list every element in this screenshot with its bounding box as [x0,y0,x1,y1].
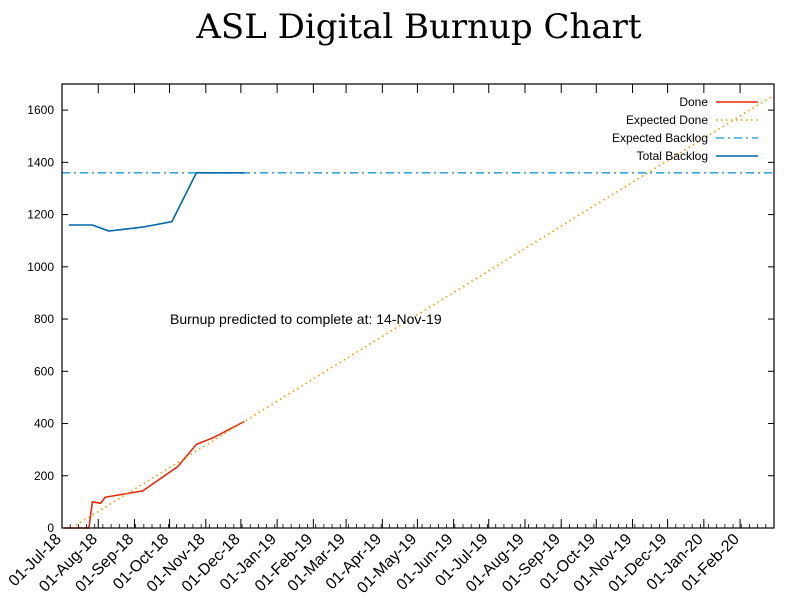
legend-label: Expected Done [626,113,708,127]
completion-annotation: Burnup predicted to complete at: 14-Nov-… [170,311,442,327]
legend-label: Expected Backlog [612,131,708,145]
y-tick-label: 800 [34,312,54,326]
y-tick-label: 0 [47,521,54,535]
y-tick-label: 400 [34,417,54,431]
y-tick-label: 200 [34,469,54,483]
y-tick-label: 1000 [27,260,54,274]
legend-label: Done [679,95,708,109]
series-total-backlog-line [69,172,245,232]
plot-area [62,95,774,529]
y-tick-label: 600 [34,364,54,378]
legend: Done Expected Done Expected Backlog Total B… [612,95,758,163]
y-tick-label: 1400 [27,155,54,169]
chart-title: ASL Digital Burnup Chart [195,7,642,47]
y-tick-label: 1200 [27,208,54,222]
series-done-line [64,420,245,529]
legend-label: Total Backlog [637,149,708,163]
y-tick-label: 1600 [27,103,54,117]
plot-frame [61,83,775,529]
